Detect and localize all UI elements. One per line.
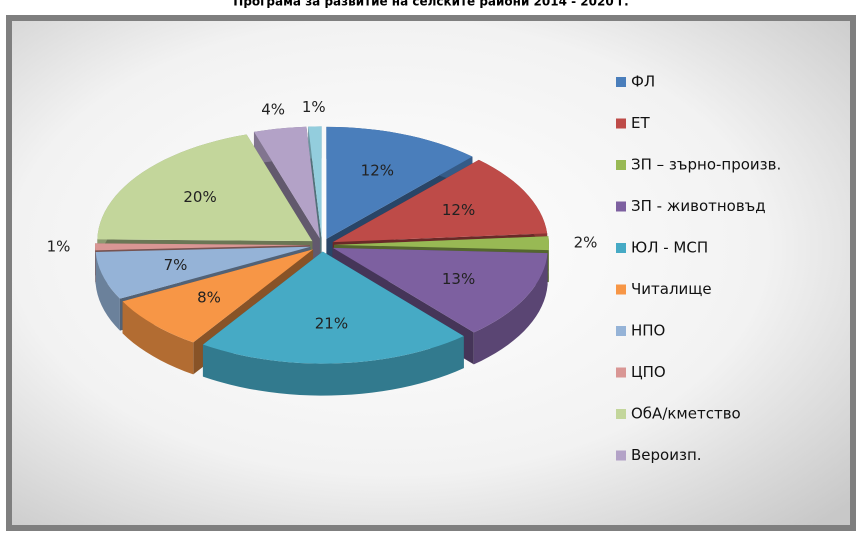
legend-label: ОбА/кметство [631,405,741,423]
legend-swatch [616,160,626,170]
legend-swatch [616,367,626,378]
slice-side [202,336,464,396]
legend-label: ФЛ [631,73,655,91]
legend-label: Читалище [631,280,712,298]
slice [332,247,548,333]
chart-title: Програма за развитие на селските райони … [233,0,628,9]
data-label: 4% [261,100,285,118]
slice [95,246,311,299]
slice [326,126,473,239]
legend-label: ЗП – зърно-произв. [631,156,781,174]
data-label: 13% [442,270,475,288]
data-label: 8% [197,289,221,307]
legend-swatch [616,284,626,295]
legend-swatch [616,243,626,253]
slice-side [473,253,548,365]
slice [253,126,320,239]
slice-side [95,251,120,331]
legend-label: НПО [631,322,665,340]
slice-side [122,301,194,375]
slice [308,126,322,239]
data-label: 12% [442,201,475,219]
legend-swatch [616,326,626,336]
legend-swatch [616,77,626,87]
data-label: 2% [574,233,598,251]
slice [97,134,313,242]
legend-label: ЕТ [631,114,650,132]
slice [202,251,464,364]
data-label: 1% [47,238,71,256]
data-label: 12% [361,162,394,180]
legend-swatch [616,201,626,212]
legend-swatch [616,409,626,419]
legend-swatch [616,118,626,129]
legend-swatch [616,450,626,461]
legend-label: ЦПО [631,363,666,381]
legend-label: ЗП - животновъд [631,197,766,215]
slice [122,249,314,343]
data-label: 20% [183,188,216,206]
slice [95,243,311,251]
slice [332,159,548,243]
data-label: 7% [164,256,188,274]
slice [333,236,549,251]
legend-label: Вероизп. [631,446,702,464]
data-label: 1% [302,98,326,116]
legend-label: ЮЛ - МСП [631,239,708,257]
data-label: 21% [315,315,348,333]
